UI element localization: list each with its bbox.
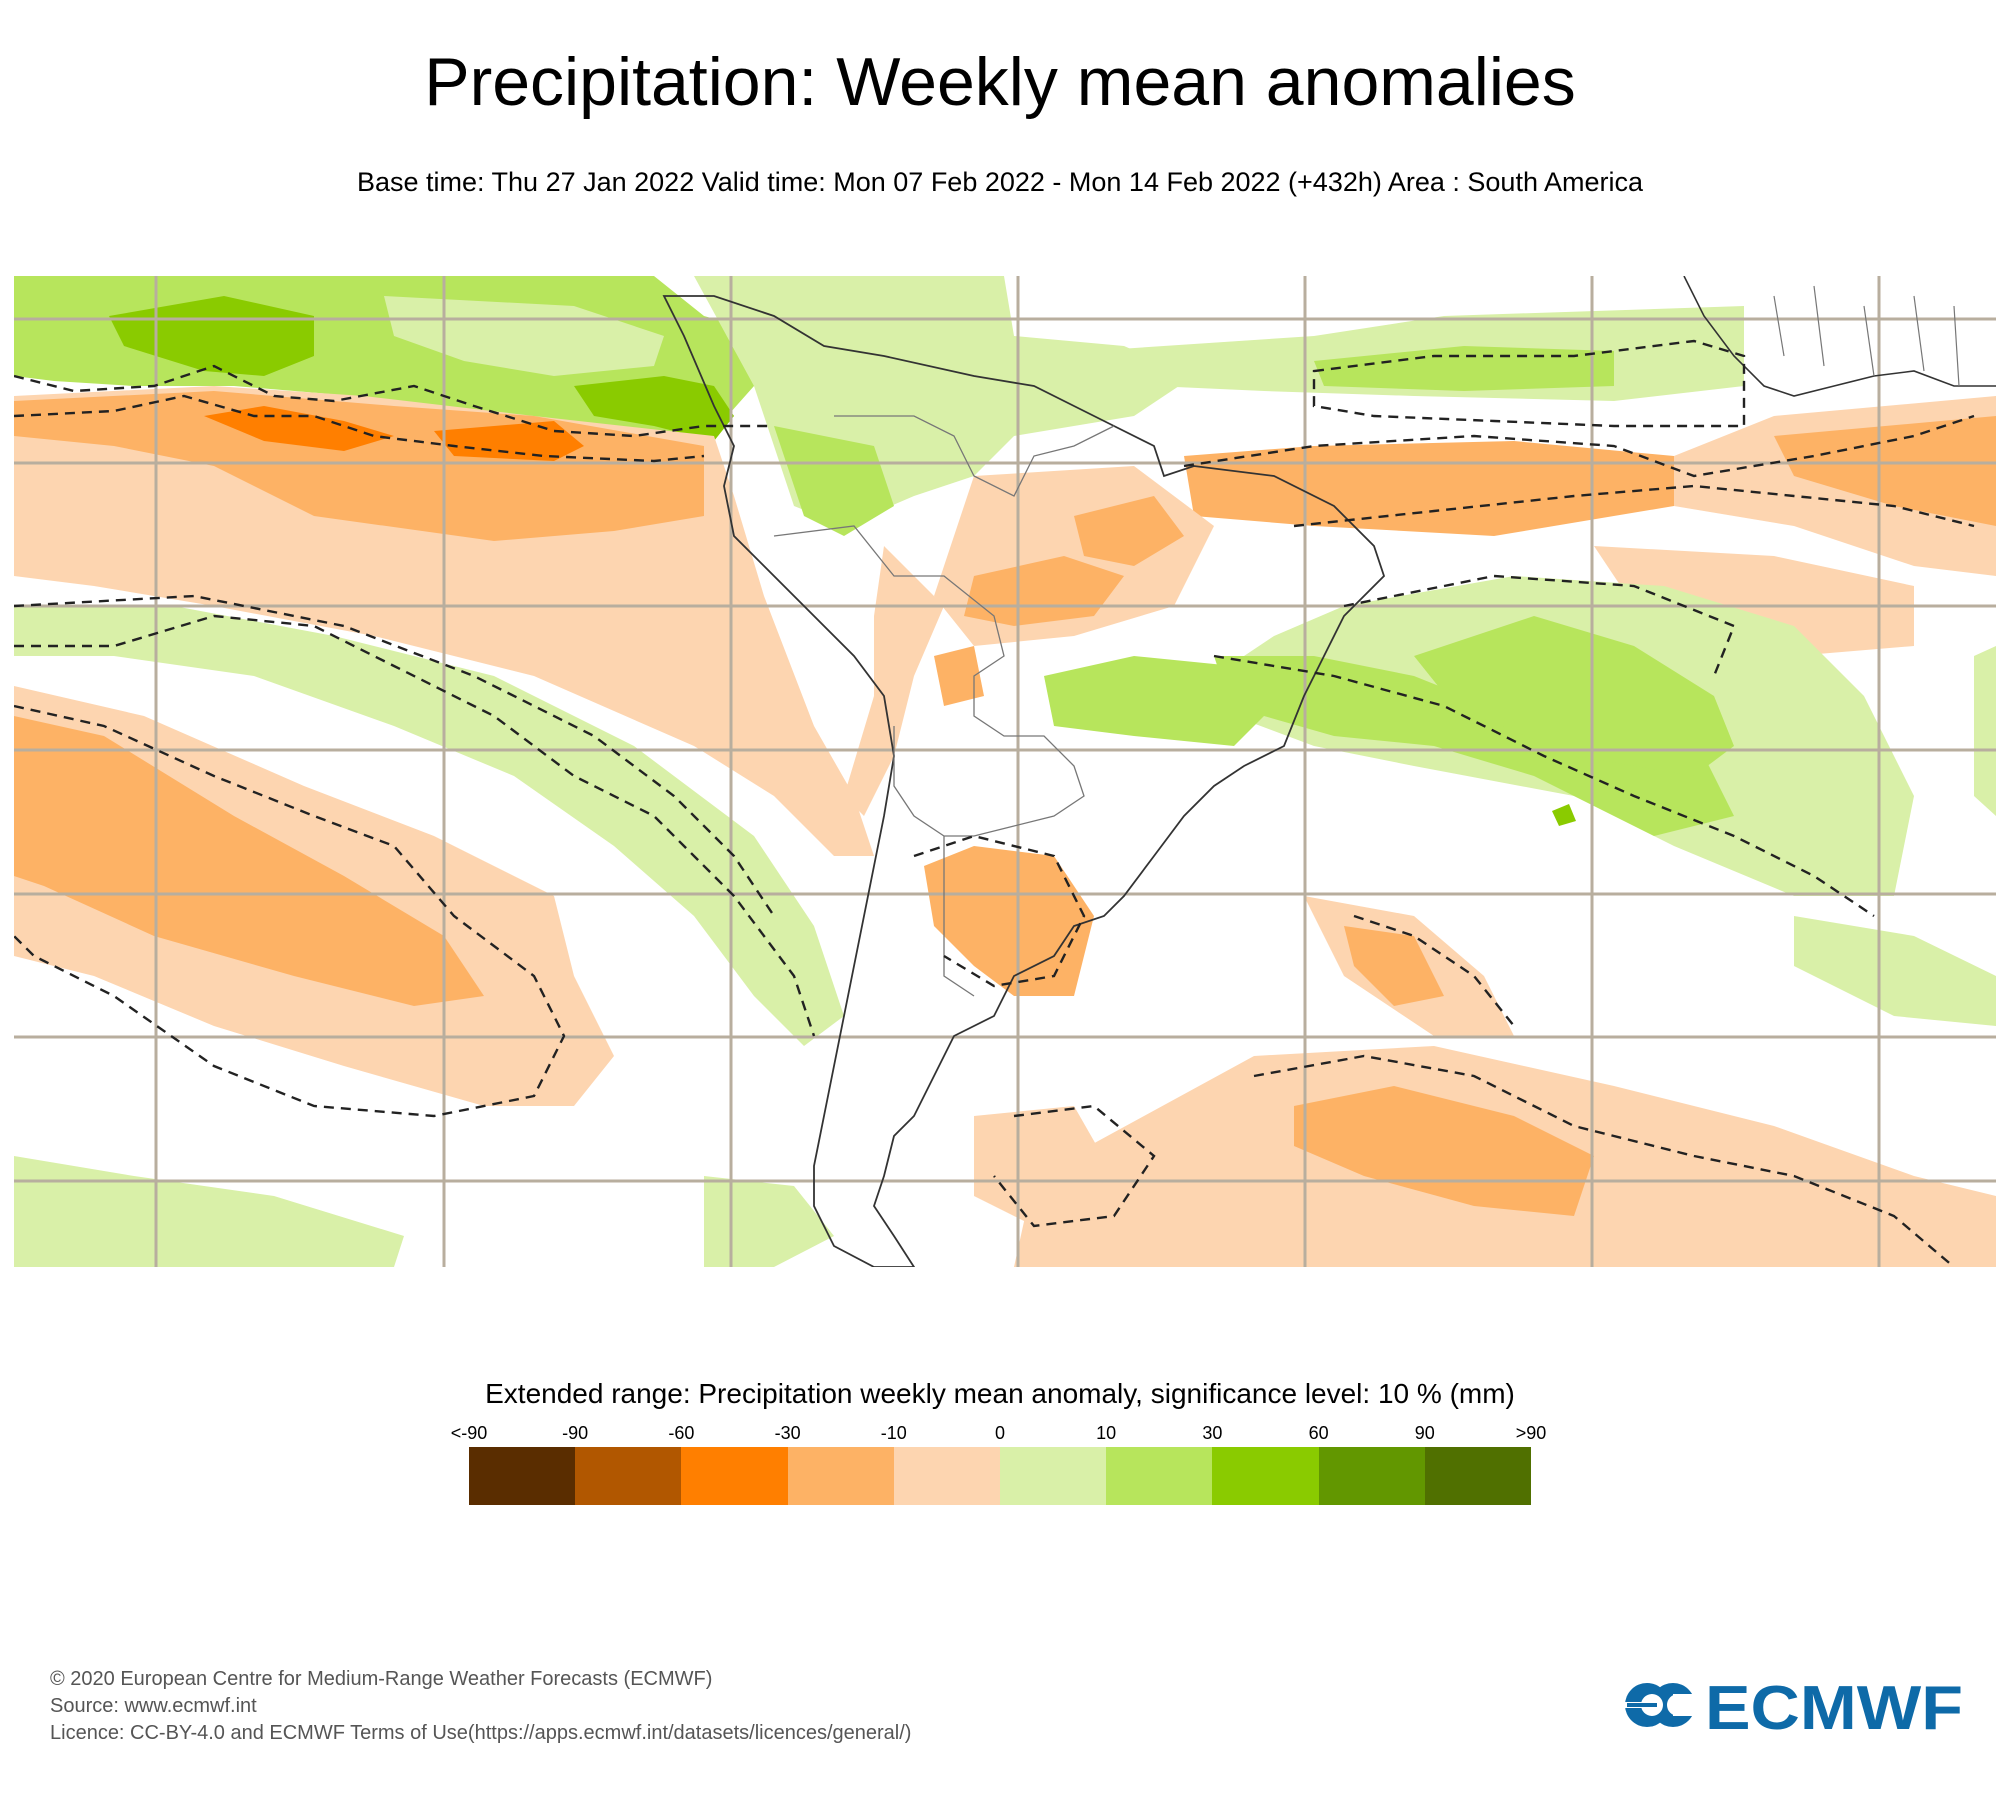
field-negative-strong [434,421,584,461]
field-negative-weak [1594,546,1914,656]
significance-contour [913,834,1086,988]
significance-contour [1213,654,1875,917]
legend-label: 30 [1202,1423,1223,1443]
copyright-text: © 2020 European Centre for Medium-Range … [50,1668,713,1690]
legend-swatch [1106,1447,1213,1505]
legend-swatch [1000,1447,1107,1505]
field-positive-weak [1974,646,1996,816]
legend-label: 10 [1096,1423,1117,1443]
significance-contour [1343,574,1736,677]
field-negative [1344,926,1444,1006]
legend-swatch [787,1447,894,1505]
legend-label: -30 [774,1423,801,1443]
ecmwf-logo: ECMWF [1625,1672,1965,1743]
country-border [834,415,1115,497]
significance-contour [1293,484,1975,528]
africa-coastline [1683,276,1996,397]
significance-contour [14,704,566,1118]
field-positive [1314,346,1614,391]
field-negative [1074,496,1184,566]
legend-swatch [1424,1447,1532,1505]
legend-label: -90 [562,1423,589,1443]
field-negative-weak [974,1106,1114,1226]
legend-label: -60 [668,1423,695,1443]
field-positive-strong [1552,804,1576,826]
field-positive-weak [1794,916,1996,1026]
legend-label: 90 [1414,1423,1435,1443]
page-subtitle: Base time: Thu 27 Jan 2022 Valid time: M… [356,167,1644,197]
significance-contour [14,364,774,438]
field-positive-strong [574,376,734,441]
field-negative [934,646,984,706]
field-negative [964,556,1124,626]
legend-swatch [1318,1447,1425,1505]
significance-contour [1183,414,1975,478]
legend-label: >90 [1515,1423,1547,1443]
legend-label: -10 [880,1423,907,1443]
africa-outline [1683,276,1996,397]
country-border [1773,285,1960,387]
field-positive [1414,616,1734,776]
coastline [662,295,1386,1267]
field-negative [14,716,484,1006]
significance-contour [14,614,816,1037]
field-positive [774,426,894,536]
ecmwf-logo-mark [1625,1683,1697,1727]
licence-text: Licence: CC-BY-4.0 and ECMWF Terms of Us… [50,1722,912,1744]
field-positive-weak [704,1176,834,1267]
field-positive-strong [109,296,314,376]
anomaly-map [14,276,1996,1267]
source-text: Source: www.ecmwf.int [50,1695,257,1717]
legend-title: Extended range: Precipitation weekly mea… [485,1378,1515,1409]
legend-swatch [469,1447,576,1505]
field-negative [1294,1086,1594,1216]
field-positive-weak [14,1156,404,1267]
field-positive [1214,656,1734,836]
field-negative [1774,416,1996,526]
legend-swatch [681,1447,788,1505]
map-canvas [14,276,1996,1267]
ecmwf-logo-text: ECMWF [1705,1674,1963,1738]
footer: © 2020 European Centre for Medium-Range … [50,1666,911,1747]
page-title: Precipitation: Weekly mean anomalies [424,44,1576,120]
graticule [14,276,1996,1267]
legend-label: 60 [1308,1423,1329,1443]
legend-colorbar [469,1447,1532,1505]
field-positive [1044,656,1274,746]
legend-swatch [575,1447,682,1505]
legend-swatch [893,1447,1001,1505]
country-border [943,836,975,997]
south-america-outline [662,295,1386,1267]
significance-contours [14,339,1975,1267]
legend-label: 0 [994,1423,1006,1443]
field-negative [924,846,1094,996]
field-positive-weak [14,606,844,1046]
ecmwf-logo-graphic: ECMWF [1625,1674,1963,1743]
legend-label: <-90 [450,1423,488,1443]
significance-contour [993,1104,1156,1228]
field-negative-strong [204,406,394,451]
significance-contour [1253,1054,1955,1267]
field-positive-weak [384,296,664,376]
significance-contour [14,594,775,917]
legend-swatch [1212,1447,1319,1505]
legend-labels: <-90 -90 -60 -30 -10 0 10 30 60 90 >90 [451,1422,1547,1444]
